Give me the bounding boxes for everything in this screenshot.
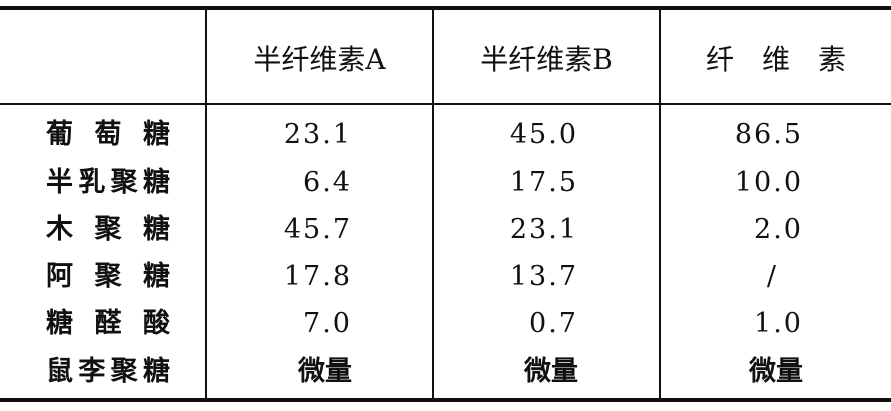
column-header-hemicellulose-b: 半纤维素B: [480, 43, 613, 76]
column-divider: [432, 9, 434, 401]
table-cell: 17.5: [509, 167, 578, 198]
table-cell: 2.0: [754, 214, 803, 245]
column-header-hemicellulose-a: 半纤维素A: [253, 43, 386, 76]
table-cell: 86.5: [734, 119, 803, 150]
table-cell: 0.7: [529, 308, 578, 339]
table-cell: 10.0: [734, 167, 803, 198]
table-cell: 23.1: [509, 214, 578, 245]
table-cell: 6.4: [303, 167, 352, 198]
row-label: 鼠李聚糖: [46, 356, 170, 387]
row-label: 糖 醛 酸: [46, 308, 170, 339]
bottom-rule: [0, 398, 891, 402]
row-label: 木 聚 糖: [46, 214, 170, 245]
table-cell: 17.8: [283, 261, 352, 292]
table-cell: 微量: [524, 356, 578, 387]
table-cell: /: [766, 261, 778, 292]
table-cell: 1.0: [754, 308, 803, 339]
table-cell: 13.7: [509, 261, 578, 292]
column-divider: [205, 9, 207, 401]
table-cell: 45.7: [283, 214, 352, 245]
top-rule: [0, 6, 891, 10]
table-cell: 45.0: [509, 119, 578, 150]
column-divider: [659, 9, 661, 401]
table-cell: 微量: [298, 356, 352, 387]
row-label: 葡 萄 糖: [46, 119, 170, 150]
row-label: 半乳聚糖: [46, 167, 170, 198]
table-cell: 微量: [749, 356, 803, 387]
header-rule: [0, 103, 891, 105]
table-cell: 7.0: [303, 308, 352, 339]
table-cell: 23.1: [283, 119, 352, 150]
row-label: 阿 聚 糖: [46, 261, 170, 292]
column-header-cellulose: 纤 维 素: [705, 43, 846, 76]
